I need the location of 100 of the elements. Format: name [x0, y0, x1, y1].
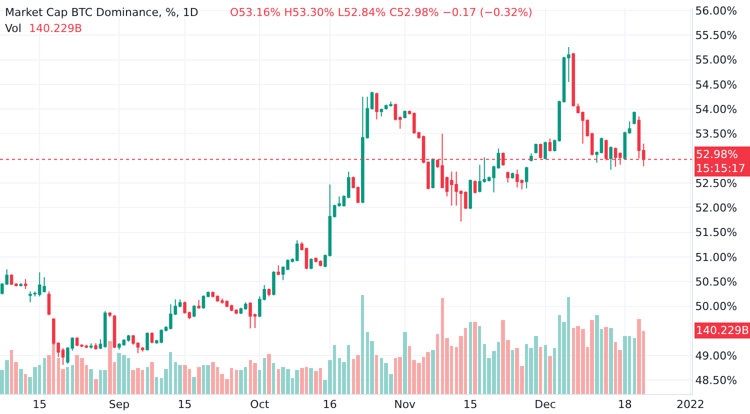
bar: [263, 358, 266, 394]
candlestick: [314, 256, 318, 263]
bar: [267, 354, 271, 394]
bar: [71, 365, 74, 394]
y-tick-label: 56.00%: [695, 4, 738, 18]
bar: [103, 370, 107, 394]
y-tick-label: 50.50%: [695, 275, 738, 288]
bar: [211, 362, 215, 394]
x-tick-label: 2022: [676, 398, 704, 412]
bar: [239, 370, 243, 394]
bar: [197, 367, 201, 394]
bar: [548, 356, 552, 394]
bar: [277, 369, 280, 394]
y-tick-label: 55.50%: [695, 28, 738, 42]
candlestick: [267, 288, 271, 297]
candlestick: [272, 270, 276, 296]
y-tick-label: 49.00%: [695, 349, 738, 362]
candlestick: [112, 314, 116, 349]
candlestick: [108, 312, 112, 318]
x-tick-label: 15: [178, 398, 192, 412]
bar: [633, 338, 636, 394]
y-tick-label: 52.50%: [695, 176, 738, 190]
y-tick-label: 54.00%: [695, 102, 738, 116]
bar: [544, 345, 547, 394]
bar: [192, 377, 196, 394]
bar: [539, 347, 542, 394]
y-tick-label: 51.00%: [695, 250, 738, 264]
y-tick-label: 48.50%: [695, 374, 738, 388]
candlestick: [534, 143, 538, 154]
candlestick: [473, 180, 477, 194]
bar: [590, 320, 594, 394]
candlestick: [572, 52, 576, 108]
bar: [66, 367, 69, 394]
bar: [94, 379, 98, 394]
bar: [511, 350, 514, 394]
bar: [478, 326, 481, 394]
bar: [19, 369, 23, 394]
bar: [469, 322, 472, 394]
bar: [146, 367, 149, 394]
y-tick-label: 53.50%: [695, 128, 738, 141]
bar: [637, 319, 641, 394]
bar: [623, 336, 627, 394]
bar: [553, 348, 556, 394]
bar: [272, 363, 275, 394]
candlestick: [244, 302, 248, 310]
bar: [398, 357, 402, 394]
candlestick: [375, 92, 378, 120]
candlestick: [380, 108, 384, 117]
x-tick-label: 16: [322, 398, 337, 412]
candlestick: [276, 264, 280, 276]
candlestick: [310, 258, 313, 270]
candlestick: [24, 278, 28, 290]
candlestick: [544, 141, 547, 160]
x-tick-label: Nov: [394, 398, 416, 412]
bar: [436, 334, 439, 394]
candlestick: [510, 172, 514, 180]
y-tick-label: 52.00%: [695, 202, 738, 215]
bar: [595, 315, 599, 394]
candlestick: [548, 138, 552, 152]
bar: [426, 352, 430, 394]
bar: [300, 368, 304, 394]
bar: [314, 371, 318, 394]
x-tick-label: Sep: [108, 398, 130, 412]
bar: [155, 377, 158, 394]
candlestick: [295, 240, 299, 262]
bar: [356, 355, 360, 394]
bar: [43, 358, 46, 394]
bar: [361, 295, 364, 394]
x-tick-label: Dec: [534, 398, 556, 412]
text: 140.229B: [696, 324, 750, 337]
bar: [604, 327, 608, 394]
candlestick: [609, 146, 612, 170]
candlestick: [403, 110, 406, 119]
bar: [258, 370, 261, 394]
text: 15:15:17: [696, 162, 746, 175]
bar: [150, 362, 154, 394]
bar: [375, 355, 378, 394]
bar: [295, 370, 299, 394]
y-tick-label: 55.00%: [695, 54, 738, 67]
candlestick: [197, 299, 200, 310]
chart-subtitle: O53.16% H53.30% L52.84% C52.98% −0.17 (−0.32%): [230, 6, 532, 19]
candlestick: [19, 282, 23, 288]
candlestick: [192, 304, 196, 318]
bar: [24, 374, 27, 394]
bar: [89, 369, 93, 394]
bar: [235, 370, 238, 394]
y-tick-label: 54.50%: [695, 78, 738, 92]
candlestick: [506, 171, 510, 184]
bar: [309, 368, 313, 394]
x-tick-label: 18: [618, 398, 632, 412]
chart-title: Vol: [5, 22, 22, 35]
y-tick-label: 51.50%: [695, 226, 738, 240]
candlestick: [530, 152, 533, 162]
candlestick: [524, 166, 528, 189]
bar: [609, 328, 613, 394]
bar: [206, 365, 210, 394]
candlestick: [89, 342, 93, 350]
candlestick: [468, 179, 472, 210]
chart-subtitle: 140.229B: [29, 22, 82, 35]
candlestick: [632, 111, 636, 125]
